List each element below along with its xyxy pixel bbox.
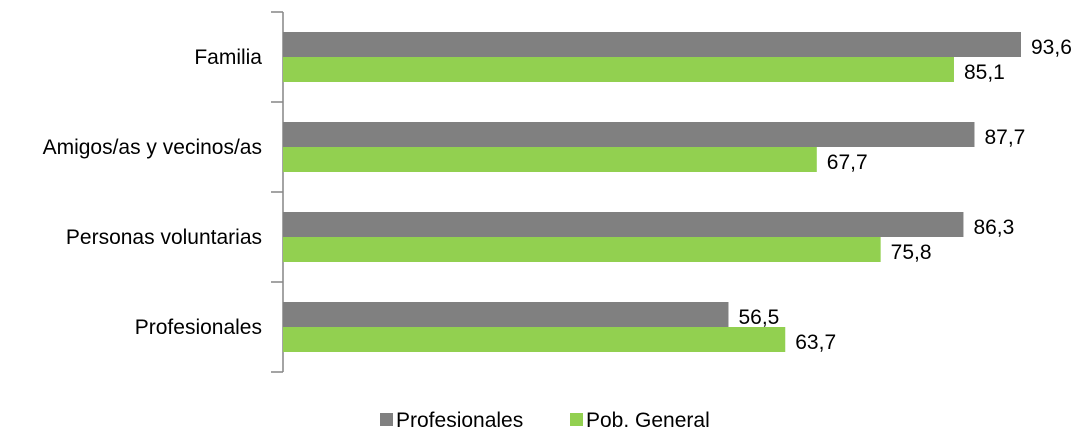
axis-layer bbox=[271, 11, 284, 373]
bar-profesionales bbox=[283, 122, 975, 147]
legend-swatch-profesionales bbox=[380, 413, 393, 426]
bars-layer bbox=[283, 32, 1021, 352]
data-label: 93,6 bbox=[1031, 36, 1072, 59]
data-label: 56,5 bbox=[738, 306, 779, 329]
data-label: 63,7 bbox=[795, 331, 836, 354]
legend: Profesionales Pob. General bbox=[380, 409, 710, 430]
bar-profesionales bbox=[283, 32, 1021, 57]
data-label: 85,1 bbox=[964, 61, 1005, 84]
data-label: 87,7 bbox=[984, 126, 1025, 149]
data-label: 75,8 bbox=[891, 241, 932, 264]
bar-pob-general bbox=[283, 327, 786, 352]
data-label: 67,7 bbox=[827, 151, 868, 174]
bar-pob-general bbox=[283, 57, 954, 82]
legend-label-profesionales: Profesionales bbox=[396, 409, 523, 430]
category-labels: Familia Amigos/as y vecinos/as Personas vo… bbox=[43, 46, 263, 339]
category-label: Familia bbox=[194, 46, 262, 69]
category-label: Personas voluntarias bbox=[66, 226, 262, 249]
data-label: 86,3 bbox=[973, 216, 1014, 239]
bar-profesionales bbox=[283, 302, 729, 327]
bar-pob-general bbox=[283, 237, 881, 262]
category-label: Profesionales bbox=[135, 316, 262, 339]
bar-profesionales bbox=[283, 212, 964, 237]
legend-swatch-pob-general bbox=[570, 413, 583, 426]
category-label: Amigos/as y vecinos/as bbox=[43, 136, 262, 159]
value-labels: 93,6 85,1 87,7 67,7 86,3 75,8 56,5 63,7 bbox=[738, 36, 1071, 354]
bar-pob-general bbox=[283, 147, 817, 172]
legend-label-pob-general: Pob. General bbox=[586, 409, 710, 430]
